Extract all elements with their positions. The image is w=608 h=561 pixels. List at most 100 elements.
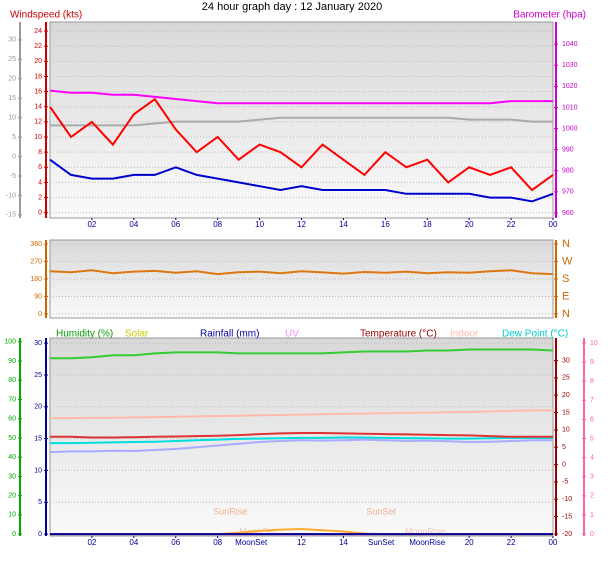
x-tick-label: 08 — [213, 220, 222, 229]
y-tick-label: 9 — [590, 359, 594, 366]
legend-label: Indoor — [450, 329, 479, 340]
y-tick-label: 15 — [34, 435, 42, 442]
y-tick-label: 80 — [8, 377, 16, 384]
x-tick-label: 12 — [297, 538, 306, 547]
legend-label: Barometer (hpa) — [513, 10, 586, 21]
y-tick-label: 10 — [590, 340, 598, 347]
y-tick-label: 10 — [8, 512, 16, 519]
y-tick-label: 1010 — [562, 104, 578, 111]
x-tick-label: 08 — [213, 538, 222, 547]
y-tick-label: 22 — [34, 43, 42, 50]
y-tick-label: 270 — [30, 258, 42, 265]
x-tick-label: 14 — [339, 220, 348, 229]
y-tick-label: 0 — [562, 461, 566, 468]
y-tick-label: 50 — [8, 435, 16, 442]
series-line — [49, 269, 554, 276]
y-tick-label: 30 — [562, 357, 570, 364]
y-tick-label: 30 — [8, 37, 16, 44]
x-tick-label: 12 — [297, 220, 306, 229]
y-tick-label: 5 — [590, 435, 594, 442]
x-tick-label: 00 — [549, 538, 558, 547]
x-annotation: SunSet — [368, 538, 395, 547]
y-tick-label: 25 — [562, 375, 570, 382]
y-tick-label: 30 — [8, 473, 16, 480]
y-tick-label: 70 — [8, 396, 16, 403]
y-tick-label: 20 — [34, 58, 42, 65]
y-tick-label: 970 — [562, 189, 574, 196]
y-tick-label: 1020 — [562, 83, 578, 90]
legend-label: Dew Point (°C) — [502, 329, 568, 340]
x-tick-label: 04 — [129, 538, 138, 547]
y-tick-label: -5 — [562, 479, 568, 486]
y-tick-label: 14 — [34, 104, 42, 111]
y-tick-label: S — [562, 273, 569, 285]
y-tick-label: 20 — [34, 404, 42, 411]
series-line — [49, 89, 553, 105]
y-tick-label: -10 — [562, 496, 572, 503]
x-annotation: MoonRise — [409, 538, 446, 547]
x-tick-label: 22 — [507, 220, 516, 229]
series-line — [50, 409, 554, 420]
y-tick-label: -20 — [562, 531, 572, 538]
y-tick-label: N — [562, 238, 570, 250]
y-tick-label: 1000 — [562, 125, 578, 132]
y-tick-label: -15 — [562, 513, 572, 520]
y-tick-label: 15 — [562, 409, 570, 416]
y-tick-label: 10 — [8, 115, 16, 122]
x-tick-label: 06 — [171, 538, 180, 547]
y-tick-label: 16 — [34, 88, 42, 95]
y-tick-label: 40 — [8, 454, 16, 461]
legend-label: Temperature (°C) — [360, 329, 437, 340]
y-tick-label: 4 — [38, 179, 42, 186]
y-tick-label: W — [562, 255, 573, 267]
y-tick-label: 30 — [34, 340, 42, 347]
x-tick-label: 04 — [129, 220, 138, 229]
y-tick-label: -5 — [10, 173, 16, 180]
y-tick-label: 24 — [34, 28, 42, 35]
y-tick-label: 960 — [562, 210, 574, 217]
series-line — [49, 97, 554, 192]
y-tick-label: 1 — [590, 512, 594, 519]
y-tick-label: 10 — [34, 467, 42, 474]
y-tick-label: 360 — [30, 241, 42, 248]
y-tick-label: 5 — [38, 499, 42, 506]
y-tick-label: 15 — [8, 95, 16, 102]
x-tick-label: 10 — [255, 220, 264, 229]
y-tick-label: 0 — [12, 153, 16, 160]
legend-label: UV — [285, 329, 299, 340]
y-tick-label: 2 — [38, 194, 42, 201]
y-tick-label: 2 — [590, 493, 594, 500]
y-tick-label: 180 — [30, 276, 42, 283]
y-tick-label: 5 — [562, 444, 566, 451]
legend-label: Humidity (%) — [56, 329, 113, 340]
legend-label: Solar — [125, 329, 149, 340]
legend-label: Rainfall (mm) — [200, 329, 259, 340]
series-line — [49, 158, 554, 203]
annotation: MoonRise — [405, 526, 446, 536]
x-tick-label: 20 — [465, 220, 474, 229]
series-line — [50, 432, 553, 439]
x-tick-label: 22 — [507, 538, 516, 547]
annotation: SunRise — [213, 506, 247, 516]
y-tick-label: 0 — [38, 531, 42, 538]
y-tick-label: 1030 — [562, 62, 578, 69]
chart-title: 24 hour graph day : 12 January 2020 — [202, 1, 382, 13]
x-tick-label: 02 — [87, 220, 96, 229]
y-tick-label: N — [562, 308, 570, 320]
y-tick-label: 8 — [38, 149, 42, 156]
x-annotation: MoonSet — [235, 538, 268, 547]
y-tick-label: E — [562, 290, 569, 302]
y-tick-label: 18 — [34, 73, 42, 80]
y-tick-label: 3 — [590, 474, 594, 481]
y-tick-label: 0 — [38, 210, 42, 217]
y-tick-label: 6 — [38, 164, 42, 171]
x-tick-label: 20 — [465, 538, 474, 547]
x-tick-label: 00 — [549, 220, 558, 229]
y-tick-label: 100 — [4, 339, 16, 346]
y-tick-label: 990 — [562, 146, 574, 153]
y-tick-label: 25 — [8, 56, 16, 63]
x-tick-label: 02 — [87, 538, 96, 547]
y-tick-label: 6 — [590, 416, 594, 423]
